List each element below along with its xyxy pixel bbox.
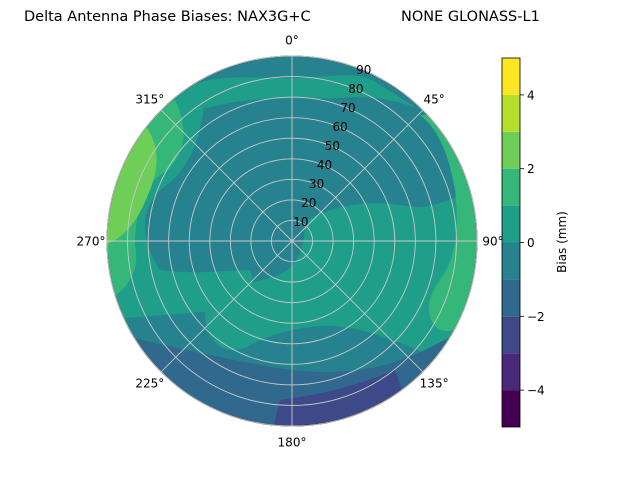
colorbar-band-4 (502, 242, 520, 280)
zenith-label-90: 90 (356, 63, 371, 77)
colorbar (501, 57, 521, 428)
grid-spoke-225 (160, 240, 293, 373)
azimuth-label-90: 90° (482, 235, 503, 249)
colorbar-band-7 (502, 131, 520, 169)
chart-title: Delta Antenna Phase Biases: NAX3G+C (24, 9, 311, 25)
colorbar-tick-label-4: 4 (527, 88, 535, 102)
grid-spoke-135 (291, 240, 424, 373)
colorbar-tick-label-3: 2 (527, 162, 535, 176)
colorbar-label: Bias (mm) (555, 211, 569, 273)
grid-spoke-315 (160, 109, 293, 242)
azimuth-label-45: 45° (423, 92, 444, 106)
azimuth-label-180: 180° (278, 436, 307, 450)
polar-grid (106, 55, 478, 427)
colorbar-ticks: −4 −2 0 2 4 (520, 88, 545, 398)
colorbar-band-3 (502, 279, 520, 317)
zenith-label-40: 40 (317, 158, 332, 172)
zenith-label-20: 20 (301, 196, 316, 210)
azimuth-label-315: 315° (135, 92, 164, 106)
azimuth-label-270: 270° (77, 235, 106, 249)
azimuth-label-0: 0° (285, 34, 299, 48)
colorbar-band-2 (502, 316, 520, 354)
contour-north-band (150, 75, 420, 140)
azimuth-label-135: 135° (420, 377, 449, 391)
colorbar-band-1 (502, 353, 520, 391)
colorbar-tick-label-0: −4 (527, 384, 545, 398)
colorbar-band-6 (502, 168, 520, 206)
colorbar-band-0 (502, 390, 520, 427)
zenith-label-70: 70 (340, 101, 355, 115)
azimuth-tick-labels: 0° 45° 90° 135° 180° 225° 270° 315° (77, 34, 504, 450)
zenith-label-50: 50 (325, 139, 340, 153)
chart-subtitle: NONE GLONASS-L1 (401, 9, 540, 25)
contour-east-inner (400, 140, 450, 207)
zenith-label-60: 60 (333, 120, 348, 134)
zenith-label-10: 10 (293, 215, 308, 229)
colorbar-band-9 (502, 58, 520, 95)
grid-spoke-45 (291, 109, 424, 242)
colorbar-tick-label-2: 0 (527, 236, 535, 250)
zenith-tick-labels: 10 20 30 40 50 60 70 80 90 (293, 63, 371, 229)
zenith-label-30: 30 (309, 177, 324, 191)
azimuth-label-225: 225° (135, 377, 164, 391)
colorbar-band-5 (502, 205, 520, 243)
zenith-label-80: 80 (348, 82, 363, 96)
colorbar-tick-label-1: −2 (527, 310, 545, 324)
colorbar-band-8 (502, 94, 520, 132)
